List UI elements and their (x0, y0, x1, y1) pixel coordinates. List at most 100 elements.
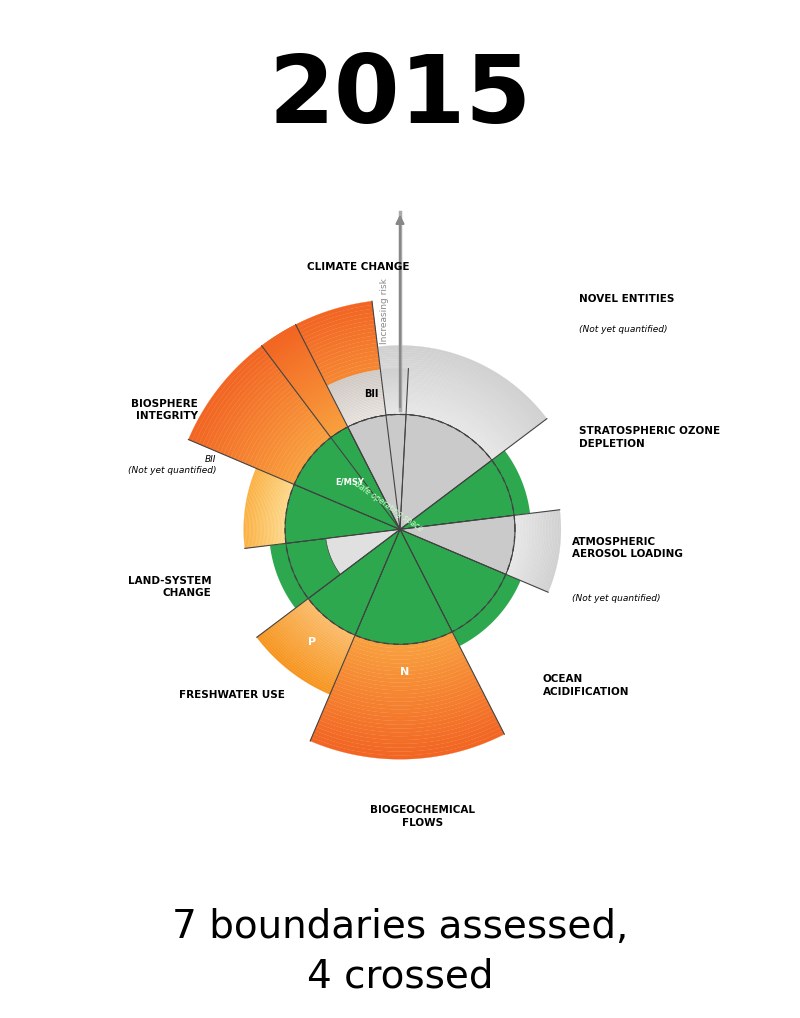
Polygon shape (287, 420, 346, 483)
Text: STRATOSPHERIC OZONE
DEPLETION: STRATOSPHERIC OZONE DEPLETION (579, 427, 721, 449)
Polygon shape (349, 642, 459, 660)
Polygon shape (258, 473, 270, 547)
Polygon shape (276, 622, 340, 673)
Polygon shape (338, 666, 471, 686)
Polygon shape (284, 416, 344, 482)
Polygon shape (344, 405, 406, 420)
Text: 7 boundaries assessed,
4 crossed: 7 boundaries assessed, 4 crossed (172, 908, 628, 996)
Polygon shape (541, 510, 554, 589)
Polygon shape (336, 389, 407, 405)
Polygon shape (326, 529, 400, 574)
Polygon shape (337, 669, 473, 690)
Polygon shape (325, 696, 487, 721)
Polygon shape (270, 403, 338, 475)
Polygon shape (379, 359, 536, 429)
Polygon shape (383, 394, 508, 449)
Polygon shape (278, 482, 289, 545)
Polygon shape (266, 308, 374, 355)
Polygon shape (384, 398, 505, 452)
Polygon shape (537, 511, 550, 588)
Polygon shape (293, 609, 348, 653)
Polygon shape (319, 711, 494, 736)
Polygon shape (384, 396, 506, 451)
Polygon shape (310, 731, 504, 759)
Polygon shape (257, 636, 330, 694)
Polygon shape (282, 484, 293, 544)
Polygon shape (326, 693, 486, 717)
Polygon shape (264, 476, 277, 546)
Polygon shape (334, 385, 407, 402)
Polygon shape (303, 370, 381, 404)
Polygon shape (316, 717, 498, 744)
Text: OCEAN
ACIDIFICATION: OCEAN ACIDIFICATION (542, 675, 629, 697)
Polygon shape (303, 601, 354, 641)
Polygon shape (345, 408, 406, 422)
Polygon shape (290, 612, 346, 657)
Polygon shape (355, 529, 452, 644)
Polygon shape (210, 345, 308, 450)
Polygon shape (282, 617, 343, 665)
Polygon shape (342, 401, 406, 416)
Polygon shape (342, 402, 406, 417)
Polygon shape (385, 407, 498, 457)
Polygon shape (255, 390, 330, 469)
Polygon shape (542, 510, 556, 590)
Polygon shape (314, 721, 499, 748)
Polygon shape (334, 382, 408, 400)
Polygon shape (213, 348, 310, 452)
Text: NOVEL ENTITIES: NOVEL ENTITIES (579, 294, 674, 304)
Polygon shape (346, 411, 406, 426)
Polygon shape (400, 529, 506, 632)
Polygon shape (382, 387, 514, 445)
Polygon shape (340, 663, 470, 683)
Polygon shape (513, 514, 524, 578)
Text: BIOSPHERE
INTEGRITY: BIOSPHERE INTEGRITY (131, 399, 198, 421)
Polygon shape (329, 411, 386, 438)
Text: BII
(Not yet quantified): BII (Not yet quantified) (128, 455, 216, 474)
Polygon shape (277, 410, 341, 478)
Polygon shape (531, 512, 544, 585)
Polygon shape (220, 355, 313, 454)
Text: CLIMATE CHANGE: CLIMATE CHANGE (307, 262, 410, 272)
Polygon shape (285, 485, 400, 544)
Polygon shape (318, 714, 496, 740)
Polygon shape (386, 414, 492, 529)
Polygon shape (518, 513, 530, 580)
Polygon shape (262, 301, 373, 349)
Polygon shape (340, 398, 407, 413)
Text: E/MSY: E/MSY (335, 477, 364, 487)
Polygon shape (492, 451, 530, 515)
Polygon shape (274, 623, 339, 675)
Text: BIOGEOCHEMICAL
FLOWS: BIOGEOCHEMICAL FLOWS (370, 805, 475, 828)
Polygon shape (535, 511, 549, 587)
Polygon shape (350, 638, 458, 656)
Polygon shape (333, 680, 478, 701)
Polygon shape (292, 350, 378, 389)
Polygon shape (284, 615, 344, 663)
Polygon shape (314, 389, 383, 419)
Polygon shape (312, 727, 502, 755)
Polygon shape (321, 706, 492, 732)
Polygon shape (308, 529, 400, 635)
Polygon shape (382, 385, 516, 444)
Text: (Not yet quantified): (Not yet quantified) (573, 593, 661, 603)
Text: BII: BII (364, 390, 378, 399)
Text: 2015: 2015 (269, 51, 531, 143)
Polygon shape (271, 317, 374, 361)
Polygon shape (202, 338, 304, 447)
Polygon shape (381, 371, 526, 436)
Polygon shape (452, 574, 521, 646)
Polygon shape (270, 478, 282, 546)
Polygon shape (331, 683, 480, 705)
Polygon shape (238, 373, 322, 462)
Text: ATMOSPHERIC
AEROSOL LOADING: ATMOSPHERIC AEROSOL LOADING (573, 536, 683, 559)
Polygon shape (260, 633, 333, 690)
Text: N: N (400, 667, 410, 677)
Polygon shape (256, 473, 269, 547)
Polygon shape (245, 469, 258, 549)
Text: LAND-SYSTEM
CHANGE: LAND-SYSTEM CHANGE (128, 575, 211, 598)
Text: Safe operating space: Safe operating space (353, 479, 424, 533)
Polygon shape (528, 512, 541, 584)
Polygon shape (284, 484, 294, 544)
Polygon shape (382, 378, 521, 440)
